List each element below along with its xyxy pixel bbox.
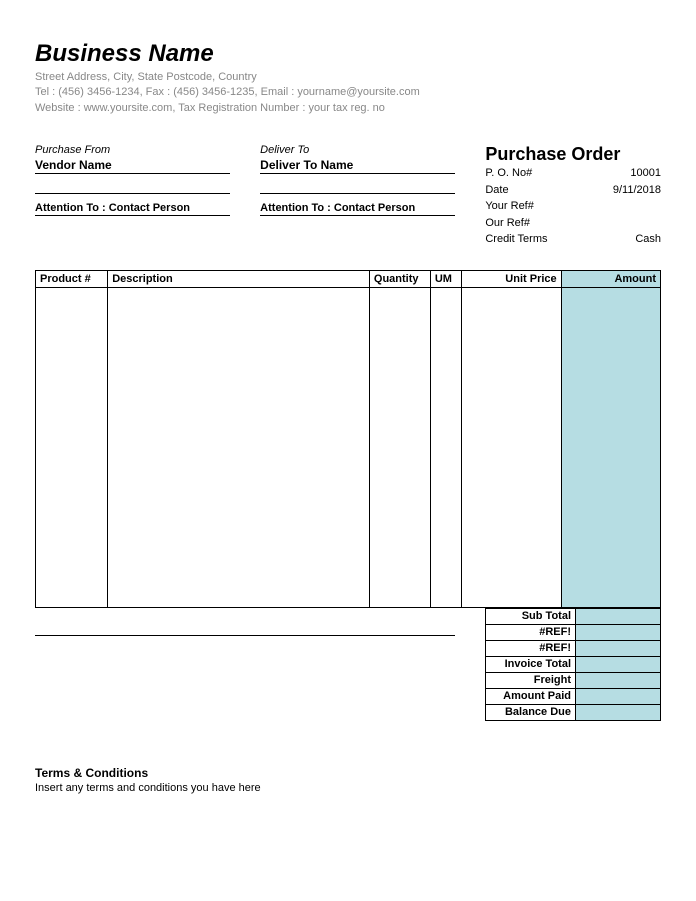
summary-value [576,656,661,672]
po-meta-label: Date [485,182,508,199]
th-product: Product # [36,270,108,287]
summary-value [576,624,661,640]
cell-unit-price [462,287,561,607]
po-title: Purchase Order [485,144,661,165]
cell-description [108,287,370,607]
terms-section: Terms & Conditions Insert any terms and … [35,766,661,794]
summary-row: #REF! [486,640,661,656]
po-meta-value: 10001 [630,165,661,182]
parties-section: Purchase From Vendor Name Attention To :… [35,144,661,248]
po-meta-block: Purchase Order P. O. No# 10001 Date 9/11… [485,144,661,248]
po-meta-label: Your Ref# [485,198,534,215]
th-amount: Amount [561,270,660,287]
summary-label: Balance Due [486,704,576,720]
terms-body: Insert any terms and conditions you have… [35,782,661,794]
deliver-to-name: Deliver To Name [260,158,455,174]
items-table: Product # Description Quantity UM Unit P… [35,270,661,608]
purchase-from-attention: Attention To : Contact Person [35,202,230,216]
summary-label: Freight [486,672,576,688]
deliver-to-label: Deliver To [260,144,455,156]
cell-product [36,287,108,607]
po-meta-row: Date 9/11/2018 [485,182,661,199]
contact-line: Tel : (456) 3456-1234, Fax : (456) 3456-… [35,85,661,100]
th-description: Description [108,270,370,287]
po-meta-value: 9/11/2018 [613,182,661,199]
po-meta-label: Our Ref# [485,215,530,232]
po-meta-label: Credit Terms [485,231,547,248]
summary-value [576,688,661,704]
summary-row: Balance Due [486,704,661,720]
purchase-from-column: Purchase From Vendor Name Attention To :… [35,144,230,248]
th-um: UM [430,270,462,287]
items-body-row [36,287,661,607]
summary-label: Amount Paid [486,688,576,704]
po-meta-row: Credit Terms Cash [485,231,661,248]
po-meta-value: Cash [635,231,661,248]
vendor-name: Vendor Name [35,158,230,174]
summary-label: #REF! [486,640,576,656]
summary-row: #REF! [486,624,661,640]
th-quantity: Quantity [369,270,430,287]
th-unit-price: Unit Price [462,270,561,287]
summary-value [576,704,661,720]
signature-line [35,608,455,636]
bottom-section: Sub Total #REF! #REF! Invoice Total Frei… [35,608,661,721]
vendor-blank-line [35,178,230,194]
po-meta-row: Our Ref# [485,215,661,232]
cell-um [430,287,462,607]
summary-value [576,672,661,688]
address-line: Street Address, City, State Postcode, Co… [35,70,661,85]
purchase-from-label: Purchase From [35,144,230,156]
deliver-to-column: Deliver To Deliver To Name Attention To … [260,144,455,248]
document-header: Business Name Street Address, City, Stat… [35,40,661,116]
summary-label: #REF! [486,624,576,640]
cell-quantity [369,287,430,607]
business-name: Business Name [35,40,661,68]
summary-label: Sub Total [486,608,576,624]
summary-row: Amount Paid [486,688,661,704]
web-line: Website : www.yoursite.com, Tax Registra… [35,101,661,116]
cell-amount [561,287,660,607]
terms-title: Terms & Conditions [35,766,661,780]
summary-row: Freight [486,672,661,688]
po-meta-row: Your Ref# [485,198,661,215]
po-meta-row: P. O. No# 10001 [485,165,661,182]
deliver-blank-line [260,178,455,194]
summary-label: Invoice Total [486,656,576,672]
summary-row: Sub Total [486,608,661,624]
summary-value [576,608,661,624]
summary-table: Sub Total #REF! #REF! Invoice Total Frei… [485,608,661,721]
summary-value [576,640,661,656]
summary-row: Invoice Total [486,656,661,672]
deliver-to-attention: Attention To : Contact Person [260,202,455,216]
po-meta-label: P. O. No# [485,165,532,182]
